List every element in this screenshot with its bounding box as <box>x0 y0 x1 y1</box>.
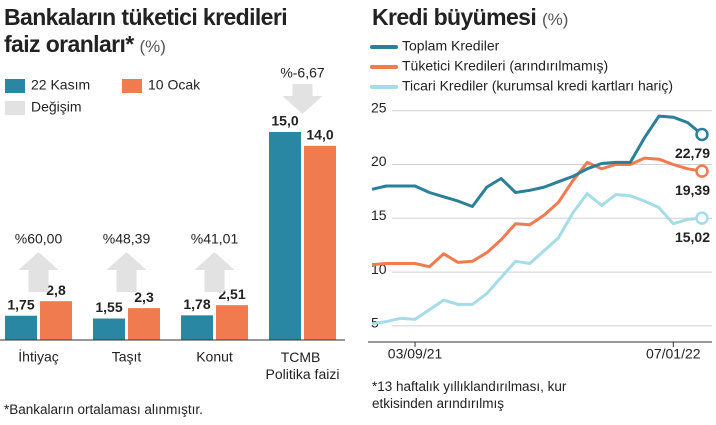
right-title: Kredi büyümesi (%) <box>372 4 702 33</box>
legend-label: 22 Kasım <box>31 77 90 93</box>
bar <box>40 301 72 340</box>
value-label: 15,02 <box>675 229 710 245</box>
change-arrow <box>106 252 147 292</box>
value-label: 19,39 <box>675 182 710 198</box>
x-tick-label: İhtiyaç <box>18 348 58 365</box>
footnote: *13 haftalık yıllıklandırılması, kur etk… <box>372 379 567 411</box>
y-tick-label: 25 <box>371 99 387 115</box>
value-label: 2,8 <box>46 282 66 298</box>
value-label: 1,75 <box>7 296 34 312</box>
change-arrow <box>194 252 235 292</box>
legend-swatch <box>5 101 25 115</box>
left-title: Bankaların tüketici kredileri faiz oranl… <box>4 4 304 60</box>
legend-swatch <box>5 79 25 93</box>
value-label: 1,55 <box>95 299 122 315</box>
bar <box>304 145 336 340</box>
series-line <box>371 114 703 208</box>
bar <box>269 132 301 340</box>
title-unit: (%) <box>139 37 166 56</box>
legend-label: Ticari Krediler (kurumsal kredi kartları… <box>402 78 673 94</box>
value-label: 22,79 <box>675 145 710 161</box>
series-line <box>371 192 703 326</box>
legend-label: Toplam Krediler <box>402 38 500 54</box>
bar <box>5 315 37 340</box>
change-label: %41,01 <box>191 231 239 247</box>
y-tick-label: 15 <box>371 207 387 223</box>
change-label: %-6,67 <box>280 65 325 81</box>
bar <box>93 318 125 340</box>
end-marker <box>695 211 709 225</box>
series-line <box>371 156 703 269</box>
title: Bankaların tüketici kredileri faiz oranl… <box>4 4 288 57</box>
y-tick-label: 20 <box>371 153 387 169</box>
bar <box>128 308 160 340</box>
title: Kredi büyümesi <box>372 4 537 30</box>
value-label: 2,3 <box>134 289 154 305</box>
x-tick-label: TCMB Politika faizi <box>266 349 340 382</box>
value-label: 2,51 <box>218 286 245 302</box>
end-marker <box>695 127 709 142</box>
x-tick-label: Konut <box>196 349 233 365</box>
value-label: 1,78 <box>183 296 210 312</box>
legend-swatch <box>122 79 142 93</box>
title-unit: (%) <box>541 10 569 29</box>
value-label: 14,0 <box>306 127 333 143</box>
x-tick-label: 03/09/21 <box>388 346 443 362</box>
change-label: %60,00 <box>15 231 63 247</box>
change-arrow <box>282 84 323 114</box>
end-marker <box>695 164 709 178</box>
legend-label: Değişim <box>31 99 82 115</box>
bar <box>216 305 248 340</box>
x-tick-label: Taşıt <box>112 349 142 365</box>
legend-label: 10 Ocak <box>148 77 201 93</box>
value-label: 15,0 <box>271 113 298 129</box>
bar <box>181 315 213 340</box>
change-arrow <box>18 252 59 292</box>
change-label: %48,39 <box>103 231 151 247</box>
x-tick-label: 07/01/22 <box>646 346 701 362</box>
legend-label: Tüketici Kredileri (arındırılmamış) <box>402 58 608 74</box>
footnote: *Bankaların ortalaması alınmıştır. <box>4 402 203 417</box>
